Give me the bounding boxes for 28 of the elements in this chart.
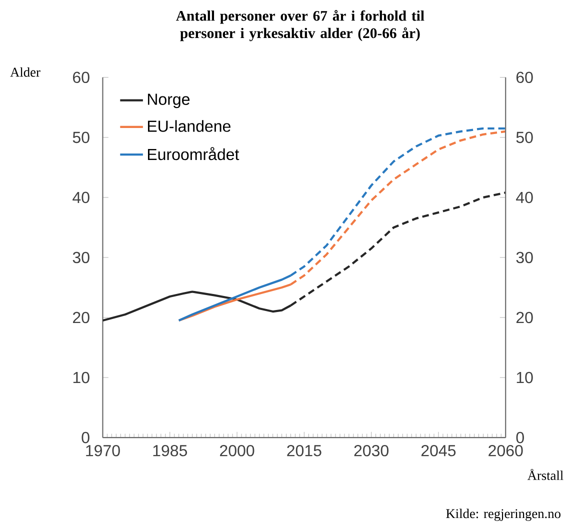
y-tick-label: 20 xyxy=(73,312,90,324)
legend-label: Norge xyxy=(148,94,190,108)
y-tick-label: 0 xyxy=(82,432,90,444)
y2-tick-label: 20 xyxy=(516,312,533,324)
x-tick-label: 1985 xyxy=(153,444,187,456)
y-tick-label: 40 xyxy=(72,192,90,203)
y2-tick-label: 60 xyxy=(516,72,533,83)
chart-title: Antall personer over 67 år i forhold til personer i yrkesaktiv alder (20-66 år) xyxy=(176,10,424,42)
y2-tick-label: 40 xyxy=(516,192,533,203)
x-tick-label: 2015 xyxy=(287,444,322,456)
x-tick-label: 2030 xyxy=(354,444,388,456)
y-tick-label: 60 xyxy=(73,72,90,83)
y-tick-label: 30 xyxy=(72,252,90,263)
y2-tick-label: 30 xyxy=(516,252,533,263)
y2-tick-label: 10 xyxy=(516,372,533,384)
y-tick-label: 10 xyxy=(73,372,90,384)
legend-label: EU-landene xyxy=(148,120,230,132)
x-tick-label: 1970 xyxy=(86,444,120,456)
x-axis-title: Årstall xyxy=(527,468,564,480)
y2-tick-label: 50 xyxy=(516,132,533,143)
y-axis-title: Alder xyxy=(10,67,40,77)
y-tick-label: 50 xyxy=(72,132,90,143)
text: Kilde: regjeringen.no xyxy=(446,508,560,521)
y2-tick-label: 0 xyxy=(516,432,524,444)
x-tick-label: 2045 xyxy=(421,444,456,456)
legend-label: Euroområdet xyxy=(148,146,240,160)
x-tick-label: 2000 xyxy=(220,444,254,456)
x-tick-label: 2060 xyxy=(488,444,523,456)
